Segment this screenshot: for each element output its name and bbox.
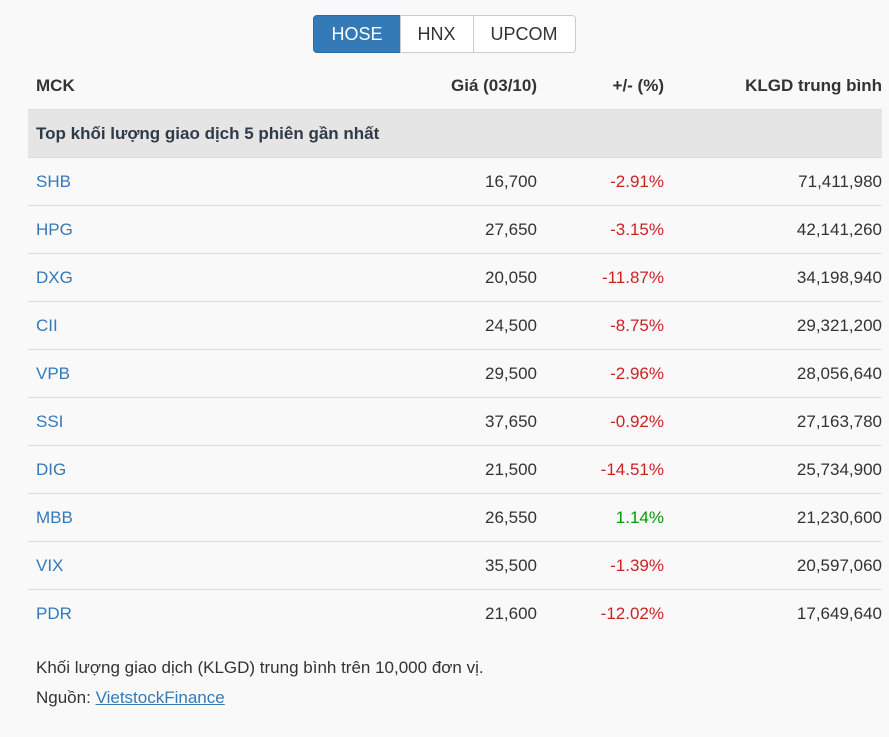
stock-code-link[interactable]: SSI xyxy=(36,412,64,431)
table-row: SHB 16,700 -2.91% 71,411,980 xyxy=(28,158,882,206)
price-cell: 21,500 xyxy=(258,445,537,494)
table-row: CII 24,500 -8.75% 29,321,200 xyxy=(28,301,882,350)
stock-code-link[interactable]: DXG xyxy=(36,268,73,287)
price-cell: 29,500 xyxy=(258,349,537,398)
volume-cell: 27,163,780 xyxy=(664,397,882,446)
column-header-mck: MCK xyxy=(36,76,75,95)
price-cell: 16,700 xyxy=(485,172,537,191)
table-row: SSI 37,650 -0.92% 27,163,780 xyxy=(28,397,882,446)
stock-code-link[interactable]: HPG xyxy=(36,220,73,239)
price-cell: 27,650 xyxy=(258,205,537,254)
change-cell: -1.39% xyxy=(537,541,664,590)
price-cell: 37,650 xyxy=(258,397,537,446)
change-cell: -3.15% xyxy=(537,205,664,254)
volume-cell: 21,230,600 xyxy=(664,493,882,542)
volume-cell: 29,321,200 xyxy=(664,301,882,350)
price-cell: 26,550 xyxy=(258,493,537,542)
footer-note: Khối lượng giao dịch (KLGD) trung bình t… xyxy=(36,658,484,677)
stock-code-link[interactable]: SHB xyxy=(36,172,71,191)
stock-code-cell: CII xyxy=(28,301,258,350)
footer-source-line: Nguồn: VietstockFinance xyxy=(36,683,889,713)
column-header-change: +/- (%) xyxy=(612,76,664,95)
volume-cell: 20,597,060 xyxy=(664,541,882,590)
tab-upcom[interactable]: UPCOM xyxy=(472,15,576,53)
table-row: PDR 21,600 -12.02% 17,649,640 xyxy=(28,589,882,637)
stock-code-link[interactable]: VPB xyxy=(36,364,71,383)
source-label: Nguồn: xyxy=(36,688,91,707)
section-title: Top khối lượng giao dịch 5 phiên gần nhấ… xyxy=(28,109,882,158)
stock-code-cell: MBB xyxy=(28,493,258,542)
change-cell: -0.92% xyxy=(537,397,664,446)
stock-code-link[interactable]: VIX xyxy=(36,556,64,575)
table-row: HPG 27,650 -3.15% 42,141,260 xyxy=(28,205,882,254)
price-cell: 20,050 xyxy=(258,253,537,302)
table-row: VPB 29,500 -2.96% 28,056,640 xyxy=(28,349,882,398)
change-cell: -11.87% xyxy=(537,253,664,302)
volume-cell: 42,141,260 xyxy=(664,205,882,254)
stock-code-link[interactable]: MBB xyxy=(36,508,73,527)
stock-code-cell: SSI xyxy=(28,397,258,446)
stock-code-cell: HPG xyxy=(28,205,258,254)
stock-code-link[interactable]: PDR xyxy=(36,604,72,623)
tab-hose[interactable]: HOSE xyxy=(313,15,401,53)
exchange-tabs-bar: HOSE HNX UPCOM xyxy=(0,0,889,62)
tab-hnx[interactable]: HNX xyxy=(399,15,474,53)
stock-code-cell: VPB xyxy=(28,349,258,398)
volume-cell: 28,056,640 xyxy=(664,349,882,398)
section-header-row: Top khối lượng giao dịch 5 phiên gần nhấ… xyxy=(28,109,882,158)
footer: Khối lượng giao dịch (KLGD) trung bình t… xyxy=(36,653,889,713)
stocks-table: MCK Giá (03/10) +/- (%) KLGD trung bình … xyxy=(28,62,882,637)
price-cell: 24,500 xyxy=(258,301,537,350)
stock-code-cell: DIG xyxy=(28,445,258,494)
volume-cell: 25,734,900 xyxy=(664,445,882,494)
table-row: DXG 20,050 -11.87% 34,198,940 xyxy=(28,253,882,302)
stock-code-cell: SHB xyxy=(28,158,258,206)
price-cell: 35,500 xyxy=(258,541,537,590)
change-cell: -12.02% xyxy=(537,589,664,637)
change-cell: -14.51% xyxy=(537,445,664,494)
volume-cell: 34,198,940 xyxy=(664,253,882,302)
stock-code-cell: DXG xyxy=(28,253,258,302)
change-cell: -2.96% xyxy=(537,349,664,398)
stock-code-cell: VIX xyxy=(28,541,258,590)
vietstockfinance-link[interactable]: VietstockFinance xyxy=(95,688,225,707)
change-cell: -8.75% xyxy=(537,301,664,350)
table-row: MBB 26,550 1.14% 21,230,600 xyxy=(28,493,882,542)
exchange-tab-group: HOSE HNX UPCOM xyxy=(313,15,576,53)
stock-code-link[interactable]: CII xyxy=(36,316,58,335)
price-cell: 21,600 xyxy=(258,589,537,637)
volume-cell: 71,411,980 xyxy=(798,172,882,191)
volume-cell: 17,649,640 xyxy=(664,589,882,637)
column-header-price: Giá (03/10) xyxy=(451,76,537,95)
change-cell: -2.91% xyxy=(610,172,664,191)
table-header-row: MCK Giá (03/10) +/- (%) KLGD trung bình xyxy=(28,62,882,110)
table-row: DIG 21,500 -14.51% 25,734,900 xyxy=(28,445,882,494)
column-header-volume: KLGD trung bình xyxy=(745,76,882,95)
stock-code-cell: PDR xyxy=(28,589,258,637)
table-row: VIX 35,500 -1.39% 20,597,060 xyxy=(28,541,882,590)
stock-code-link[interactable]: DIG xyxy=(36,460,67,479)
change-cell: 1.14% xyxy=(537,493,664,542)
